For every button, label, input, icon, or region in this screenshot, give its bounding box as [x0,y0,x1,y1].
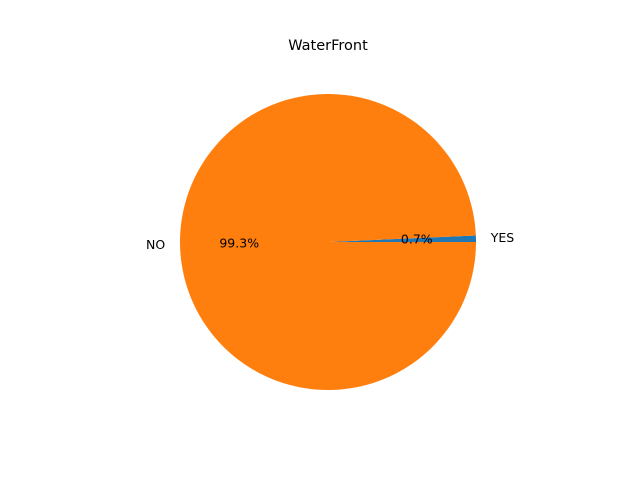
slice-percent-yes: 0.7% [401,232,433,247]
pie-slice-yes [328,235,476,242]
slice-label-no: NO [146,237,165,252]
slice-label-yes: YES [490,230,515,245]
pie-slice-no [180,93,476,390]
pie-slices [180,93,476,390]
slice-percent-no: 99.3% [219,235,259,250]
chart-title: WaterFront [288,38,368,54]
pie-labels: YES 0.7% NO 99.3% [146,230,514,252]
